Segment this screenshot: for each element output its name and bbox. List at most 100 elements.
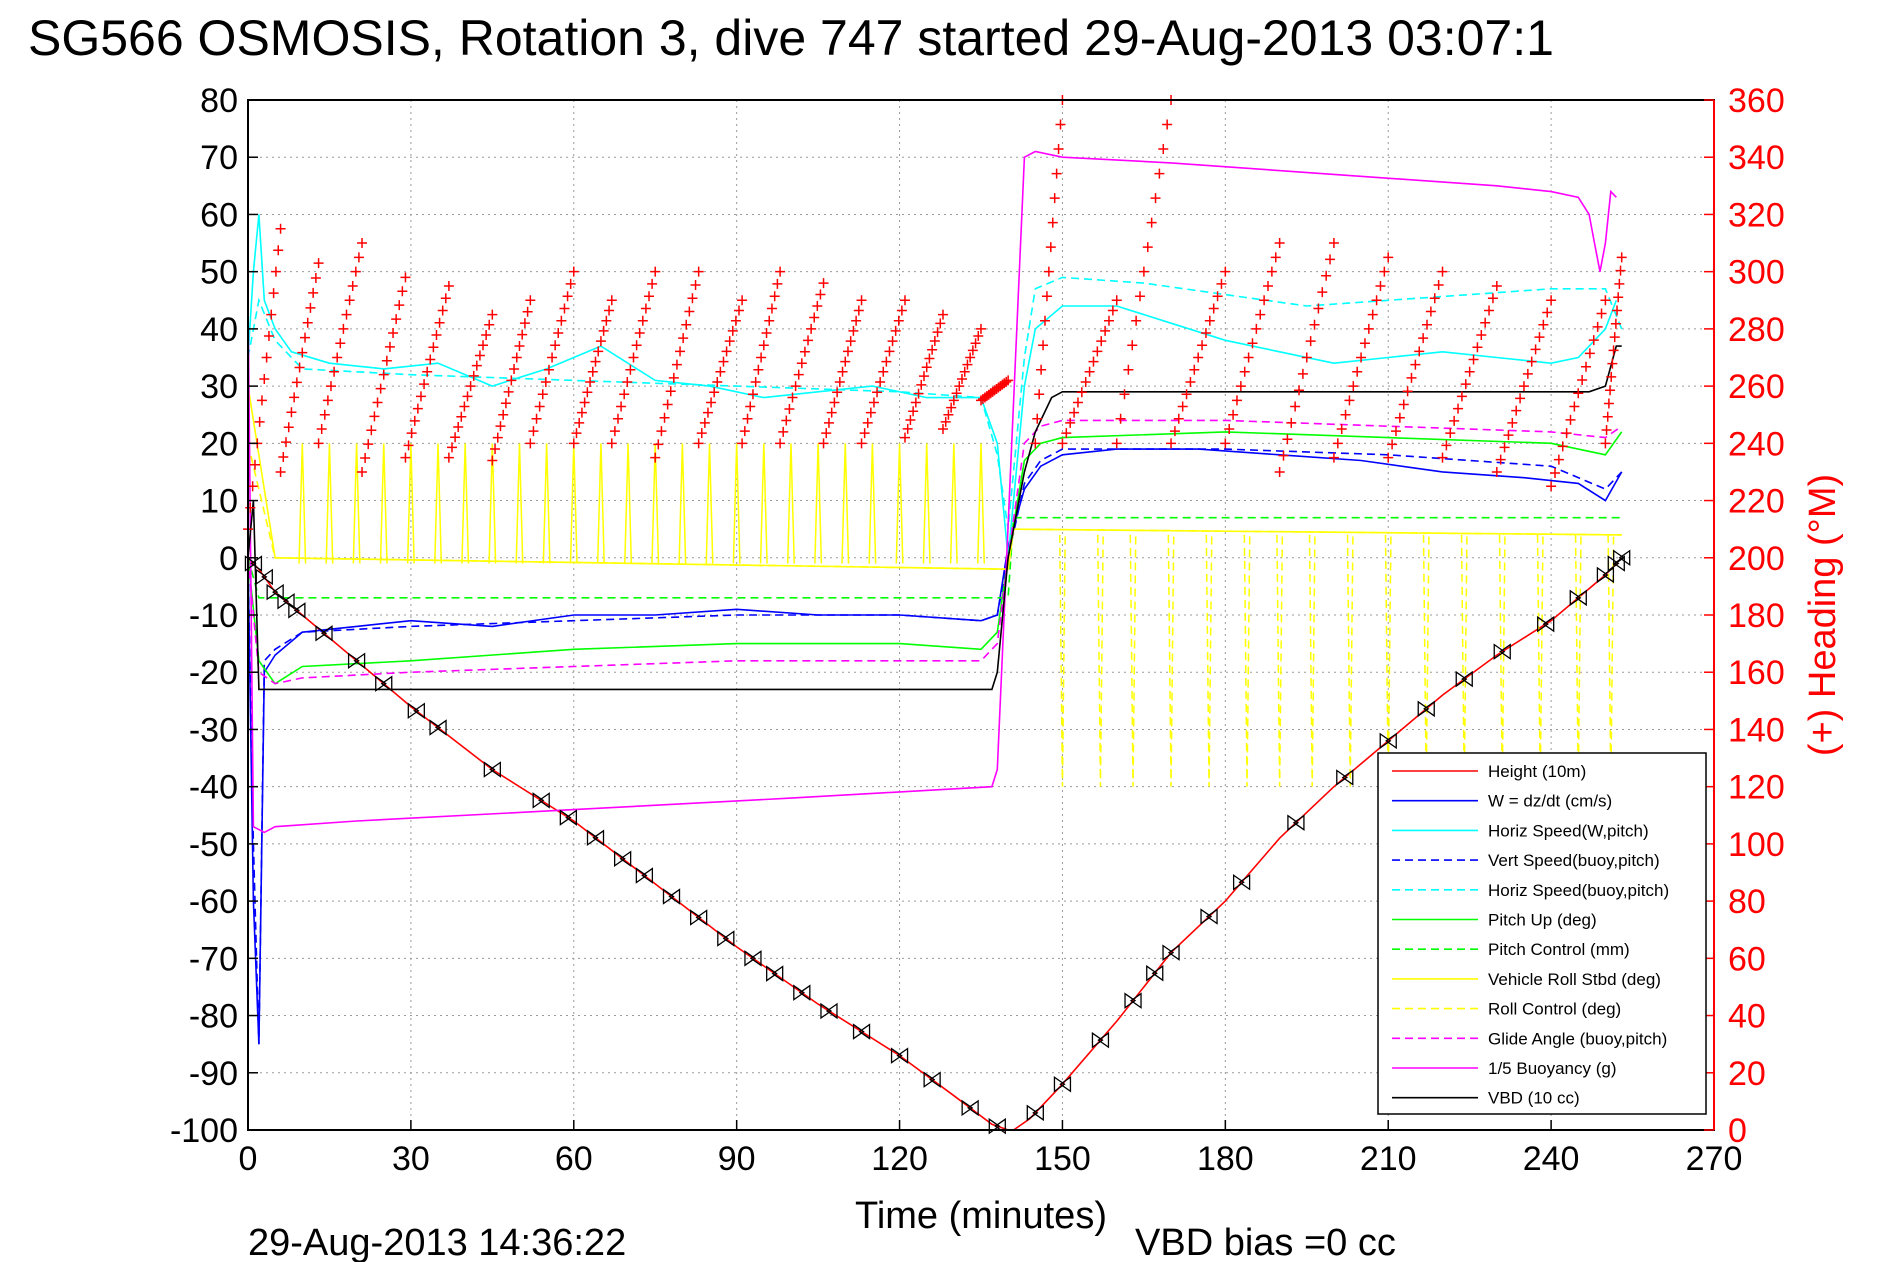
heading-marker bbox=[1286, 417, 1297, 428]
heading-marker bbox=[775, 438, 786, 449]
heading-marker bbox=[1328, 238, 1339, 249]
heading-marker bbox=[1359, 338, 1370, 349]
heading-marker bbox=[616, 401, 627, 412]
heading-marker bbox=[1274, 238, 1285, 249]
y-tick-label: -20 bbox=[189, 654, 238, 692]
heading-marker bbox=[500, 398, 511, 409]
roll-spike bbox=[841, 443, 850, 564]
heading-marker bbox=[1039, 315, 1050, 326]
y-tick-label: -100 bbox=[170, 1112, 238, 1150]
heading-marker bbox=[1602, 411, 1613, 422]
heading-marker bbox=[956, 373, 967, 384]
y2-axis-label: (+) Heading (°M) bbox=[1802, 474, 1844, 756]
heading-marker bbox=[1511, 405, 1522, 416]
heading-marker bbox=[1313, 303, 1324, 314]
legend-label: Vert Speed(buoy,pitch) bbox=[1488, 851, 1660, 870]
legend-label: Glide Angle (buoy,pitch) bbox=[1488, 1029, 1667, 1048]
heading-marker bbox=[1456, 391, 1467, 402]
heading-marker bbox=[1270, 252, 1281, 263]
heading-marker bbox=[899, 432, 910, 443]
heading-marker bbox=[338, 323, 349, 334]
heading-marker bbox=[696, 428, 707, 439]
heading-marker bbox=[587, 366, 598, 377]
depth-marker bbox=[1124, 992, 1142, 1009]
heading-marker bbox=[1224, 424, 1235, 435]
x-tick-label: 210 bbox=[1360, 1140, 1417, 1178]
heading-marker bbox=[1573, 388, 1584, 399]
heading-marker bbox=[579, 397, 590, 408]
heading-marker bbox=[1216, 278, 1227, 289]
heading-marker bbox=[1127, 340, 1138, 351]
heading-marker bbox=[344, 295, 355, 306]
depth-marker bbox=[1287, 814, 1305, 831]
heading-marker bbox=[1495, 454, 1506, 465]
heading-marker bbox=[1518, 381, 1529, 392]
heading-marker bbox=[391, 314, 402, 325]
heading-marker bbox=[1453, 403, 1464, 414]
depth-marker bbox=[483, 761, 501, 778]
heading-marker bbox=[487, 455, 498, 466]
heading-marker bbox=[514, 341, 525, 352]
heading-marker bbox=[619, 389, 630, 400]
heading-marker bbox=[834, 377, 845, 388]
heading-marker bbox=[929, 335, 940, 346]
heading-marker bbox=[1601, 425, 1612, 436]
heading-marker bbox=[1484, 305, 1495, 316]
heading-marker bbox=[1282, 434, 1293, 445]
depth-marker bbox=[1091, 1031, 1110, 1049]
heading-marker bbox=[268, 288, 279, 299]
y-tick-label: 70 bbox=[200, 139, 238, 177]
heading-marker bbox=[412, 403, 423, 414]
roll-spike bbox=[461, 443, 470, 564]
heading-marker bbox=[750, 377, 761, 388]
heading-marker bbox=[769, 291, 780, 302]
heading-marker bbox=[519, 318, 530, 329]
heading-marker bbox=[1231, 395, 1242, 406]
heading-marker bbox=[534, 401, 545, 412]
roll-spike bbox=[895, 443, 904, 564]
depth-marker bbox=[820, 1002, 838, 1020]
heading-marker bbox=[1076, 387, 1087, 398]
heading-marker bbox=[270, 266, 281, 277]
heading-marker bbox=[1103, 315, 1114, 326]
heading-marker bbox=[1610, 318, 1621, 329]
heading-marker bbox=[313, 438, 324, 449]
legend-label: Vehicle Roll Stbd (deg) bbox=[1488, 970, 1661, 989]
heading-marker bbox=[1135, 291, 1146, 302]
heading-marker bbox=[913, 388, 924, 399]
heading-marker bbox=[434, 317, 445, 328]
heading-marker bbox=[1297, 368, 1308, 379]
heading-marker bbox=[806, 323, 817, 334]
y-tick-label: 20 bbox=[200, 425, 238, 463]
heading-marker bbox=[681, 319, 692, 330]
heading-marker bbox=[1418, 333, 1429, 344]
heading-marker bbox=[724, 336, 735, 347]
heading-marker bbox=[593, 346, 604, 357]
series-line bbox=[247, 448, 1623, 1045]
heading-marker bbox=[403, 440, 414, 451]
heading-marker bbox=[1220, 438, 1231, 449]
heading-marker bbox=[1503, 430, 1514, 441]
heading-marker bbox=[394, 300, 405, 311]
heading-marker bbox=[484, 319, 495, 330]
heading-marker bbox=[609, 426, 620, 437]
heading-marker bbox=[462, 391, 473, 402]
heading-marker bbox=[1080, 377, 1091, 388]
heading-marker bbox=[478, 340, 489, 351]
y2-tick-label: 240 bbox=[1728, 425, 1785, 463]
heading-marker bbox=[899, 295, 910, 306]
heading-marker bbox=[1603, 398, 1614, 409]
heading-marker bbox=[1328, 452, 1339, 463]
footer-timestamp: 29-Aug-2013 14:36:22 bbox=[248, 1222, 626, 1262]
heading-marker bbox=[547, 352, 558, 363]
heading-marker bbox=[1460, 379, 1471, 390]
y-tick-label: -90 bbox=[189, 1055, 238, 1093]
heading-marker bbox=[1041, 291, 1052, 302]
heading-marker bbox=[495, 421, 506, 432]
heading-marker bbox=[1363, 323, 1374, 334]
roll-spike bbox=[1308, 534, 1316, 787]
heading-marker bbox=[908, 406, 919, 417]
heading-marker bbox=[902, 423, 913, 434]
heading-marker bbox=[1553, 454, 1564, 465]
depth-marker bbox=[613, 850, 632, 868]
